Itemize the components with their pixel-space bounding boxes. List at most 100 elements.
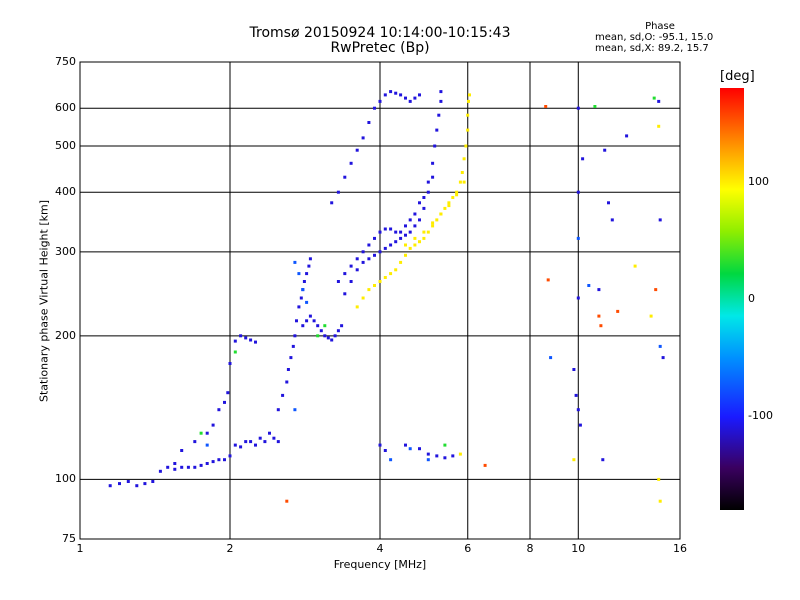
- data-point: [330, 338, 334, 342]
- data-point: [467, 99, 470, 103]
- data-point: [413, 96, 417, 100]
- data-point: [126, 480, 130, 483]
- data-point: [383, 246, 387, 250]
- data-point: [383, 449, 387, 452]
- data-point: [451, 454, 455, 458]
- data-point: [349, 264, 353, 268]
- data-point: [399, 236, 403, 240]
- data-point: [378, 99, 382, 103]
- data-point: [418, 447, 421, 451]
- data-point: [186, 465, 190, 469]
- data-point: [312, 319, 316, 323]
- data-point: [276, 440, 280, 444]
- y-tick-label: 750: [55, 55, 76, 68]
- data-point: [217, 458, 221, 462]
- x-tick-label: 6: [464, 542, 472, 555]
- data-point: [151, 480, 155, 483]
- data-point: [336, 190, 340, 194]
- data-point: [399, 260, 403, 264]
- data-point: [422, 236, 426, 240]
- data-point: [413, 212, 417, 216]
- data-point: [418, 218, 421, 222]
- x-tick-label: 4: [376, 542, 384, 555]
- data-point: [305, 319, 309, 323]
- data-point: [610, 218, 614, 222]
- data-point: [433, 144, 437, 148]
- data-point: [173, 467, 177, 471]
- x-tick-label: 1: [76, 542, 84, 555]
- data-point: [378, 280, 382, 283]
- data-point: [305, 272, 309, 276]
- data-point: [443, 443, 447, 447]
- data-point: [435, 218, 439, 222]
- data-point: [616, 309, 620, 313]
- phase-stats-title: Phase: [645, 21, 675, 32]
- data-point: [389, 272, 393, 276]
- data-point: [418, 240, 421, 244]
- data-point: [576, 296, 580, 300]
- data-point: [464, 144, 468, 148]
- data-point: [413, 236, 417, 240]
- data-point: [343, 292, 347, 296]
- colorbar: [720, 88, 744, 510]
- data-point: [226, 391, 230, 395]
- data-point: [199, 463, 203, 467]
- x-tick-label: 2: [226, 542, 234, 555]
- data-point: [205, 462, 209, 465]
- data-point: [455, 190, 459, 194]
- data-point: [574, 393, 578, 397]
- data-point: [483, 463, 487, 467]
- data-point: [302, 280, 306, 283]
- y-tick-label: 400: [55, 185, 76, 199]
- data-point: [576, 106, 580, 110]
- data-point: [211, 423, 215, 427]
- data-point: [451, 196, 455, 199]
- data-point: [633, 264, 637, 268]
- data-point: [431, 221, 435, 225]
- data-point: [355, 148, 359, 152]
- data-point: [285, 499, 289, 503]
- data-point: [447, 201, 451, 205]
- data-point: [297, 305, 301, 309]
- data-point: [607, 201, 610, 205]
- colorbar-tick-label: 0: [748, 292, 755, 305]
- data-point: [349, 161, 353, 165]
- data-point: [239, 334, 243, 338]
- data-point: [576, 190, 580, 194]
- data-point: [549, 356, 553, 360]
- data-point: [333, 334, 337, 338]
- data-point: [336, 280, 340, 283]
- data-point: [340, 324, 344, 328]
- data-point: [158, 469, 162, 473]
- data-point: [404, 233, 407, 237]
- data-point: [652, 96, 656, 100]
- data-point: [349, 280, 353, 283]
- data-point: [404, 224, 407, 228]
- data-point: [258, 436, 262, 440]
- data-point: [249, 440, 253, 444]
- colorbar-tick-label: -100: [748, 409, 773, 423]
- data-point: [460, 171, 464, 174]
- data-point: [276, 408, 280, 412]
- grid-lines: [80, 62, 680, 539]
- data-point: [389, 458, 393, 462]
- data-point: [316, 324, 320, 328]
- data-point: [437, 113, 441, 117]
- data-point: [367, 257, 371, 261]
- data-point: [544, 105, 548, 108]
- data-point: [408, 218, 412, 222]
- colorbar-tick-label: 100: [748, 174, 769, 188]
- data-point: [307, 264, 311, 268]
- data-point: [658, 218, 662, 222]
- data-point: [308, 314, 312, 318]
- y-tick-label: 75: [62, 532, 76, 545]
- data-point: [426, 190, 430, 194]
- data-point: [249, 338, 253, 342]
- data-point: [373, 236, 376, 240]
- data-point: [239, 445, 243, 449]
- data-point: [383, 93, 387, 97]
- data-point: [211, 460, 215, 464]
- data-point: [118, 482, 121, 486]
- data-point: [228, 362, 232, 365]
